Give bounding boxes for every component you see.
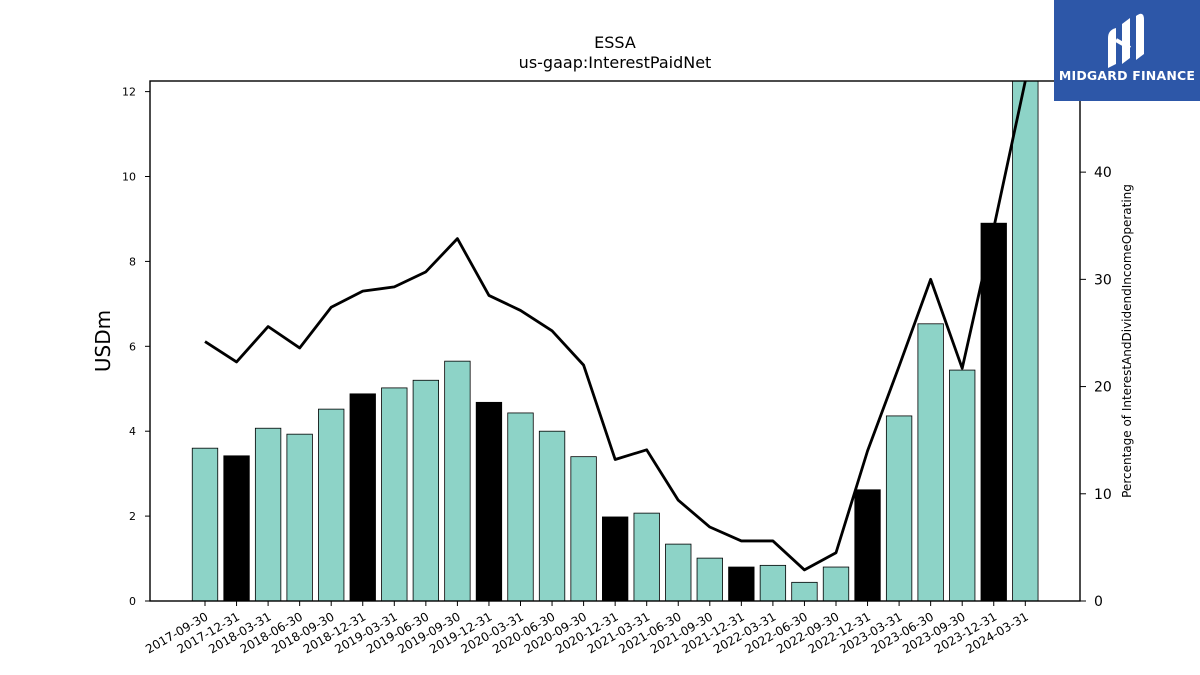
bar-2019-12-31 xyxy=(475,401,503,602)
y-axis-label: USDm xyxy=(91,310,115,372)
bar-2018-06-30 xyxy=(286,433,313,602)
bar-2021-09-30 xyxy=(696,557,723,602)
bar-2017-12-31 xyxy=(223,455,250,602)
y-tick-label: 0 xyxy=(129,595,136,608)
logo-text: MIDGARD FINANCE xyxy=(1058,68,1196,83)
y-tick-label: 4 xyxy=(129,425,136,438)
midgard-logo: MIDGARD FINANCE xyxy=(1054,0,1200,101)
y-axis-left: 0 2 4 6 8 10 12 xyxy=(122,86,150,608)
y-tick-label: 2 xyxy=(129,510,136,523)
bar-2018-09-30 xyxy=(318,408,345,602)
bar-2019-09-30 xyxy=(444,360,471,602)
bar-2022-09-30 xyxy=(822,566,850,602)
chart-subtitle: us-gaap:InterestPaidNet xyxy=(519,53,712,72)
bar-2019-06-30 xyxy=(412,379,440,602)
y-tick-label: 10 xyxy=(122,171,136,184)
y-tick-label: 8 xyxy=(129,255,136,268)
bar-2020-03-31 xyxy=(507,412,534,602)
y2-tick-label: 20 xyxy=(1094,380,1112,396)
bar-series xyxy=(191,80,1039,602)
y2-tick-label: 10 xyxy=(1094,487,1112,503)
bar-2021-12-31 xyxy=(728,566,755,602)
bar-2022-06-30 xyxy=(791,581,818,602)
bar-2020-12-31 xyxy=(602,516,629,602)
percentage-line xyxy=(204,80,1027,572)
bar-2022-03-31 xyxy=(759,564,787,602)
x-axis: 2017-09-302017-12-312018-03-312018-06-30… xyxy=(143,601,1031,656)
bar-2022-12-31 xyxy=(854,489,881,602)
bar-2018-03-31 xyxy=(254,427,282,602)
bar-2021-06-30 xyxy=(665,543,692,602)
bar-2023-09-30 xyxy=(949,369,976,602)
chart-title: ESSA xyxy=(594,33,636,52)
logo-mark-icon xyxy=(1108,13,1144,68)
bar-2023-03-31 xyxy=(885,415,913,602)
bar-2019-03-31 xyxy=(381,387,408,602)
bar-2017-09-30 xyxy=(191,447,219,602)
bar-2018-12-31 xyxy=(349,393,376,602)
y-axis-right: 0 10 20 30 40 xyxy=(1080,165,1112,610)
y2-tick-label: 30 xyxy=(1094,272,1112,288)
bar-2023-12-31 xyxy=(980,222,1007,602)
bar-2021-03-31 xyxy=(633,512,660,602)
y-tick-label: 6 xyxy=(129,340,136,353)
y2-axis-label: Percentage of InterestAndDividendIncomeO… xyxy=(1120,184,1134,498)
y2-tick-label: 0 xyxy=(1094,594,1103,610)
bar-2020-06-30 xyxy=(538,430,566,602)
bar-2020-09-30 xyxy=(570,456,597,602)
bar-2024-03-31 xyxy=(1012,80,1039,602)
y2-tick-label: 40 xyxy=(1094,165,1112,181)
bar-2023-06-30 xyxy=(917,323,944,602)
y-tick-label: 12 xyxy=(122,86,136,99)
